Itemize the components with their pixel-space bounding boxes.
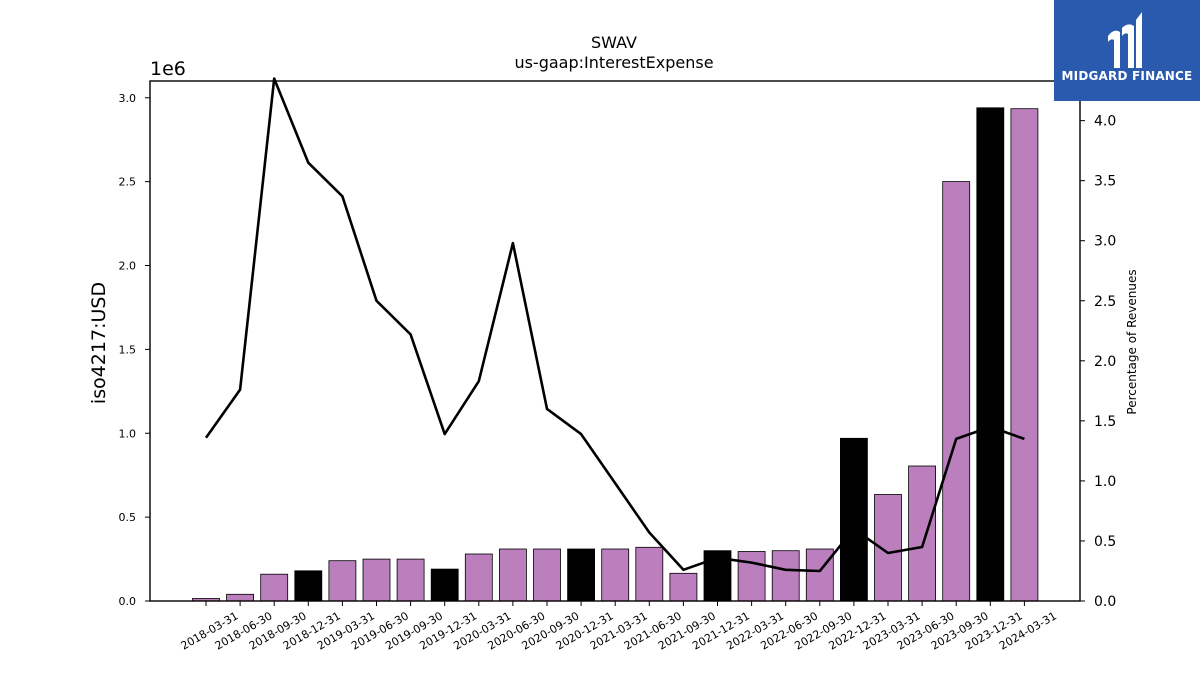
bar-2019-06-30	[362, 558, 391, 602]
y-tick-label: 0.5	[119, 511, 137, 524]
bar-2018-12-31	[294, 570, 323, 602]
percentage-line-series	[204, 77, 1025, 573]
y2-tick-label: 3.0	[1094, 234, 1116, 250]
logo-brand-text: MIDGARD FINANCE	[1061, 69, 1193, 83]
bar-2019-03-31	[328, 560, 357, 602]
y2-tick-label: 2.0	[1094, 354, 1116, 370]
y-tick-label: 2.0	[119, 260, 137, 273]
bar-2020-09-30	[533, 548, 561, 602]
bar-2020-06-30	[498, 548, 527, 602]
bar-series	[192, 107, 1039, 602]
y2-tick-label: 1.0	[1094, 474, 1116, 490]
plot-frame	[149, 80, 1081, 602]
midgard-logo-icon	[1108, 12, 1142, 69]
y-tick-label: 3.0	[119, 92, 137, 105]
y2-tick-label: 1.5	[1094, 414, 1116, 430]
bar-2024-03-31	[1010, 108, 1039, 602]
chart-title: SWAV	[591, 33, 637, 52]
bar-2019-09-30	[396, 558, 425, 602]
bar-2018-06-30	[226, 593, 255, 602]
y2-tick-label: 4.0	[1094, 114, 1116, 130]
y-tick-label: 0.0	[119, 595, 137, 608]
y2-tick-label: 2.5	[1094, 294, 1116, 310]
y-tick-label: 1.5	[119, 343, 137, 356]
midgard-finance-logo: MIDGARD FINANCE	[1054, 0, 1200, 101]
bar-2019-12-31	[430, 568, 459, 602]
percentage-line	[204, 77, 1025, 573]
y2-tick-label: 0.5	[1094, 534, 1116, 550]
bar-2022-06-30	[771, 550, 800, 602]
y2-axis-label: Percentage of Revenues	[1125, 269, 1139, 414]
bar-2021-06-30	[635, 546, 664, 602]
bar-2023-06-30	[908, 465, 936, 602]
bar-2018-09-30	[260, 573, 289, 602]
bar-2022-03-31	[737, 551, 766, 602]
y-axis-label: iso4217:USD	[88, 282, 110, 404]
y-tick-label: 1.0	[119, 427, 137, 440]
chart-subtitle: us-gaap:InterestExpense	[514, 53, 713, 72]
y-offset-label: 1e6	[150, 58, 186, 80]
bar-2020-12-31	[567, 548, 595, 602]
bar-2022-12-31	[840, 437, 868, 602]
bar-2023-12-31	[976, 107, 1005, 602]
y-tick-label: 2.5	[119, 176, 137, 189]
bar-2022-09-30	[805, 548, 834, 602]
y2-tick-label: 0.0	[1094, 594, 1116, 610]
y2-tick-label: 3.5	[1094, 174, 1116, 190]
bar-2023-09-30	[942, 181, 971, 602]
bar-2021-03-31	[601, 548, 630, 602]
bar-2020-03-31	[464, 553, 493, 602]
bar-2021-09-30	[669, 572, 698, 602]
